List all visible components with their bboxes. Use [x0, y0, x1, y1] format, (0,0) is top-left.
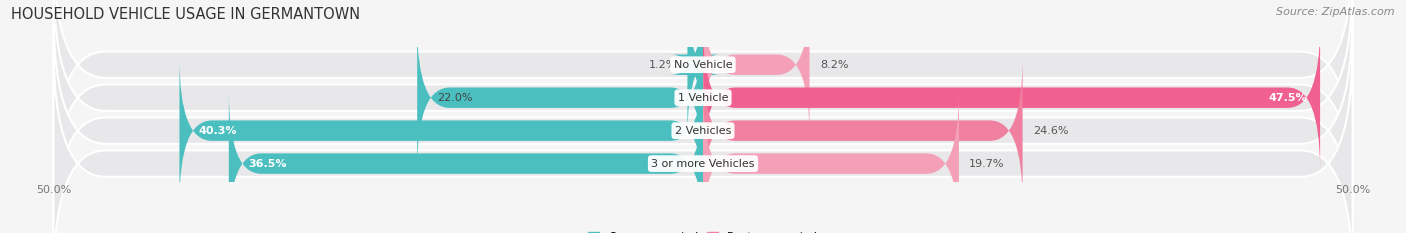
Text: Source: ZipAtlas.com: Source: ZipAtlas.com: [1277, 7, 1395, 17]
FancyBboxPatch shape: [180, 58, 703, 203]
Text: 24.6%: 24.6%: [1033, 126, 1069, 136]
Text: 19.7%: 19.7%: [969, 159, 1005, 169]
FancyBboxPatch shape: [229, 91, 703, 233]
Text: 8.2%: 8.2%: [820, 60, 848, 70]
FancyBboxPatch shape: [53, 0, 1353, 216]
Text: HOUSEHOLD VEHICLE USAGE IN GERMANTOWN: HOUSEHOLD VEHICLE USAGE IN GERMANTOWN: [11, 7, 360, 22]
FancyBboxPatch shape: [671, 0, 720, 137]
FancyBboxPatch shape: [53, 12, 1353, 233]
FancyBboxPatch shape: [703, 25, 1320, 170]
FancyBboxPatch shape: [703, 0, 810, 137]
FancyBboxPatch shape: [703, 58, 1022, 203]
Text: 2 Vehicles: 2 Vehicles: [675, 126, 731, 136]
Text: 47.5%: 47.5%: [1268, 93, 1308, 103]
Text: 1 Vehicle: 1 Vehicle: [678, 93, 728, 103]
Text: 3 or more Vehicles: 3 or more Vehicles: [651, 159, 755, 169]
Text: No Vehicle: No Vehicle: [673, 60, 733, 70]
Text: 22.0%: 22.0%: [437, 93, 472, 103]
Text: 36.5%: 36.5%: [249, 159, 287, 169]
FancyBboxPatch shape: [418, 25, 703, 170]
FancyBboxPatch shape: [53, 45, 1353, 233]
FancyBboxPatch shape: [53, 0, 1353, 183]
FancyBboxPatch shape: [703, 91, 959, 233]
Legend: Owner-occupied, Renter-occupied: Owner-occupied, Renter-occupied: [583, 227, 823, 233]
Text: 40.3%: 40.3%: [198, 126, 238, 136]
Text: 1.2%: 1.2%: [648, 60, 678, 70]
